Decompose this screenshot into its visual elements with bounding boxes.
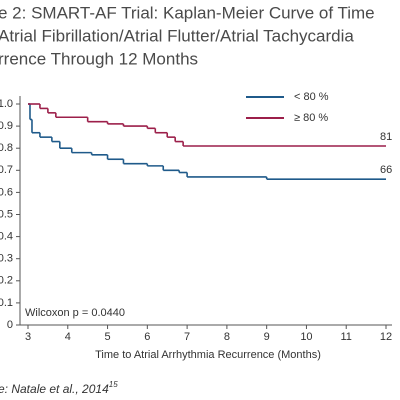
x-tick-label: 3	[25, 331, 31, 343]
y-tick-label: 0.2	[0, 275, 13, 287]
end-label: 66	[380, 164, 392, 176]
x-tick-label: 11	[341, 331, 352, 343]
y-tick-label: 0.4	[0, 231, 13, 243]
x-tick-label: 9	[264, 331, 270, 343]
y-tick-label: 0.8	[0, 142, 13, 154]
y-tick-label: 0.5	[0, 208, 13, 220]
y-tick-label: 0.6	[0, 186, 13, 198]
source-ref: 15	[109, 380, 118, 389]
source-text: e: Natale et al., 2014	[0, 382, 109, 396]
x-tick-label: 8	[224, 331, 230, 343]
chart-title: rrence Through 12 Months	[0, 49, 198, 68]
y-tick-label: 0.7	[0, 164, 13, 176]
annotation: Wilcoxon p = 0.0440	[25, 307, 125, 319]
x-axis-label: Time to Atrial Arrhythmia Recurrence (Mo…	[95, 349, 321, 361]
legend-label: < 80 %	[294, 91, 329, 103]
y-tick-label: 1.0	[0, 98, 13, 110]
y-tick-label: 0.1	[0, 297, 13, 309]
y-tick-label: 0.9	[0, 120, 13, 132]
plot-background	[20, 88, 400, 328]
chart-title: e 2: SMART-AF Trial: Kaplan-Meier Curve …	[0, 3, 375, 22]
chart-title: Atrial Fibrillation/Atrial Flutter/Atria…	[0, 26, 354, 45]
x-tick-label: 4	[65, 331, 71, 343]
source: e: Natale et al., 201415	[0, 380, 118, 396]
legend-label: ≥ 80 %	[294, 112, 328, 124]
x-tick-label: 12	[380, 331, 392, 343]
y-tick-label: 0.3	[0, 253, 13, 265]
x-tick-label: 10	[300, 331, 312, 343]
y-tick-label: 0	[7, 319, 13, 331]
x-tick-label: 5	[104, 331, 110, 343]
x-tick-label: 6	[144, 331, 150, 343]
end-label: 81	[380, 131, 392, 143]
x-tick-label: 7	[184, 331, 190, 343]
